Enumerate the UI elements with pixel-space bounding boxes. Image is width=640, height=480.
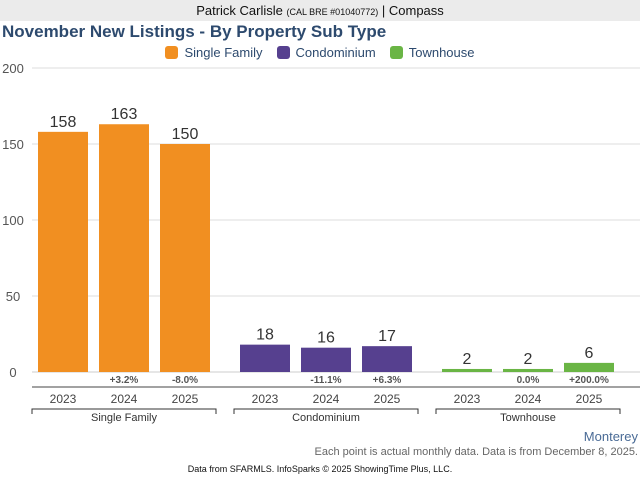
y-tick-label: 200 bbox=[2, 61, 24, 76]
data-note: Each point is actual monthly data. Data … bbox=[314, 446, 638, 458]
legend-swatch-single-family bbox=[165, 46, 179, 59]
x-tick-label: 2025 bbox=[374, 392, 401, 406]
agent-name: Patrick Carlisle bbox=[196, 3, 283, 18]
data-label: 17 bbox=[378, 328, 396, 345]
legend-label: Single Family bbox=[184, 45, 263, 60]
license-number: (CAL BRE #01040772) bbox=[286, 7, 379, 17]
change-label: 0.0% bbox=[517, 375, 540, 386]
bar bbox=[99, 124, 149, 373]
region-label[interactable]: Monterey bbox=[583, 429, 638, 444]
bar bbox=[564, 362, 614, 372]
change-label: -11.1% bbox=[310, 375, 341, 386]
brokerage-name: Compass bbox=[388, 3, 444, 18]
data-label: 150 bbox=[172, 126, 199, 143]
bar bbox=[160, 144, 210, 372]
y-tick-label: 50 bbox=[6, 289, 20, 304]
data-label: 2 bbox=[524, 351, 533, 368]
legend-item-single-family[interactable]: Single Family bbox=[165, 45, 263, 60]
data-label: 16 bbox=[317, 330, 335, 347]
data-label: 163 bbox=[111, 106, 138, 123]
header-separator: | bbox=[381, 3, 386, 18]
x-tick-label: 2024 bbox=[313, 392, 340, 406]
change-label: +200.0% bbox=[569, 375, 609, 386]
group-label: Condominium bbox=[292, 412, 360, 424]
bar bbox=[38, 131, 88, 372]
x-tick-label: 2024 bbox=[111, 392, 138, 406]
legend-swatch-townhouse bbox=[389, 46, 403, 59]
data-label: 158 bbox=[50, 114, 77, 131]
legend-label: Condominium bbox=[295, 45, 376, 60]
bar bbox=[503, 368, 553, 372]
x-tick-label: 2023 bbox=[252, 392, 279, 406]
group-bracket bbox=[31, 408, 217, 414]
x-tick-label: 2024 bbox=[515, 392, 542, 406]
data-label: 18 bbox=[256, 327, 274, 344]
legend-item-condominium[interactable]: Condominium bbox=[276, 45, 376, 60]
y-tick-label: 0 bbox=[9, 365, 16, 380]
legend-item-townhouse[interactable]: Townhouse bbox=[389, 45, 475, 60]
change-label: +6.3% bbox=[373, 375, 402, 386]
group-label: Townhouse bbox=[500, 412, 556, 424]
bar bbox=[362, 346, 412, 372]
footer-credit: Data from SFARMLS. InfoSparks © 2025 Sho… bbox=[187, 464, 453, 474]
data-label: 6 bbox=[585, 345, 594, 362]
x-tick-label: 2025 bbox=[576, 392, 603, 406]
group-label: Single Family bbox=[91, 412, 158, 424]
bar bbox=[301, 347, 351, 372]
y-tick-label: 150 bbox=[2, 137, 24, 152]
bar bbox=[442, 368, 492, 372]
x-tick-label: 2025 bbox=[172, 392, 199, 406]
data-label: 2 bbox=[463, 351, 472, 368]
change-label: +3.2% bbox=[110, 375, 139, 386]
group-bracket bbox=[435, 408, 621, 414]
chart-legend: Single Family Condominium Townhouse bbox=[0, 45, 640, 60]
legend-swatch-condominium bbox=[276, 46, 290, 59]
x-tick-label: 2023 bbox=[50, 392, 77, 406]
bar bbox=[240, 344, 290, 372]
agent-header: Patrick Carlisle (CAL BRE #01040772) | C… bbox=[0, 0, 640, 21]
x-tick-label: 2023 bbox=[454, 392, 481, 406]
y-tick-label: 100 bbox=[2, 213, 24, 228]
chart-title: November New Listings - By Property Sub … bbox=[2, 22, 387, 41]
legend-label: Townhouse bbox=[408, 45, 475, 60]
group-bracket bbox=[233, 408, 419, 414]
change-label: -8.0% bbox=[172, 375, 198, 386]
